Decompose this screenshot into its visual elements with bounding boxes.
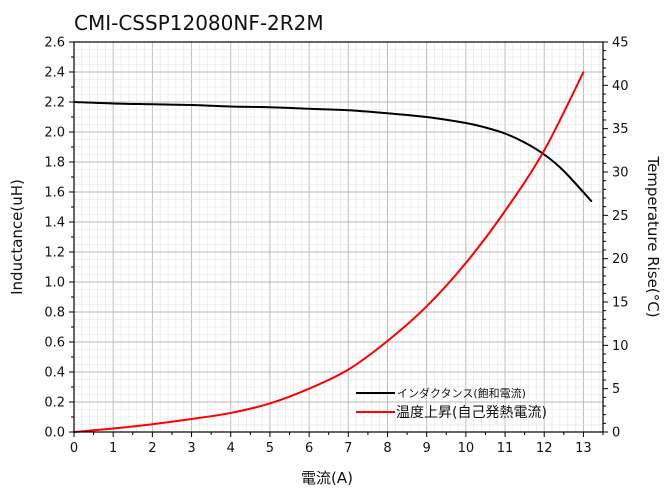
x-tick-label: 10	[458, 441, 475, 456]
legend-label-temperature: 温度上昇(自己発熱電流)	[396, 405, 547, 421]
x-tick-label: 9	[423, 441, 431, 456]
series-line-temperature-rise	[73, 71, 585, 433]
y-left-tick-label: 0.4	[44, 366, 65, 381]
y-left-tick-label: 1.8	[44, 156, 65, 171]
x-tick-label: 8	[383, 441, 391, 456]
y-left-tick-label: 0.6	[44, 336, 65, 351]
y-right-tick-label: 30	[612, 166, 629, 181]
y-left-axis-title: Inductance(uH)	[8, 179, 26, 295]
y-right-tick-label: 15	[612, 296, 629, 311]
y-left-tick-label: 2.2	[44, 96, 65, 111]
y-left-tick-label: 0.2	[44, 396, 65, 411]
x-tick-label: 2	[148, 441, 156, 456]
x-tick-label: 0	[70, 441, 78, 456]
y-left-tick-label: 2.4	[44, 66, 65, 81]
x-tick-label: 13	[575, 441, 592, 456]
x-tick-label: 6	[305, 441, 313, 456]
series-line-inductance	[73, 101, 593, 202]
y-right-tick-label: 0	[612, 426, 620, 441]
x-tick-label: 7	[344, 441, 352, 456]
y-left-tick-label: 2.0	[44, 126, 65, 141]
x-axis-title: 電流(A)	[301, 469, 353, 487]
y-right-tick-label: 45	[612, 36, 629, 51]
y-right-tick-label: 25	[612, 209, 629, 224]
y-right-tick-label: 5	[612, 382, 620, 397]
chart-title: CMI-CSSP12080NF-2R2M	[74, 11, 324, 35]
y-right-tick-label: 40	[612, 79, 629, 94]
y-left-tick-label: 1.6	[44, 186, 65, 201]
y-left-tick-label: 0.0	[44, 426, 65, 441]
y-right-tick-label: 10	[612, 339, 629, 354]
y-left-tick-label: 1.0	[44, 276, 65, 291]
x-tick-label: 5	[266, 441, 274, 456]
legend-label-inductance: インダクタンス(飽和電流)	[397, 386, 526, 400]
y-left-tick-label: 2.6	[44, 36, 65, 51]
legend: インダクタンス(飽和電流) 温度上昇(自己発熱電流)	[356, 386, 547, 421]
x-tick-label: 3	[187, 441, 195, 456]
y-left-tick-label: 1.2	[44, 246, 65, 261]
y-right-axis-title: Temperature Rise(°C)	[644, 155, 662, 317]
axis-ticks: 0 1 2 3 4 5 6 7 8 9 10 11 12 130.00.20.40.60.81.01.21…	[44, 36, 628, 457]
y-left-tick-label: 1.4	[44, 216, 65, 231]
x-tick-label: 4	[227, 441, 235, 456]
x-tick-label: 1	[109, 441, 117, 456]
x-tick-label: 12	[536, 441, 553, 456]
y-right-tick-label: 20	[612, 252, 629, 267]
y-left-tick-label: 0.8	[44, 306, 65, 321]
series-layer	[73, 71, 593, 433]
y-right-tick-label: 35	[612, 122, 629, 137]
x-tick-label: 11	[497, 441, 514, 456]
